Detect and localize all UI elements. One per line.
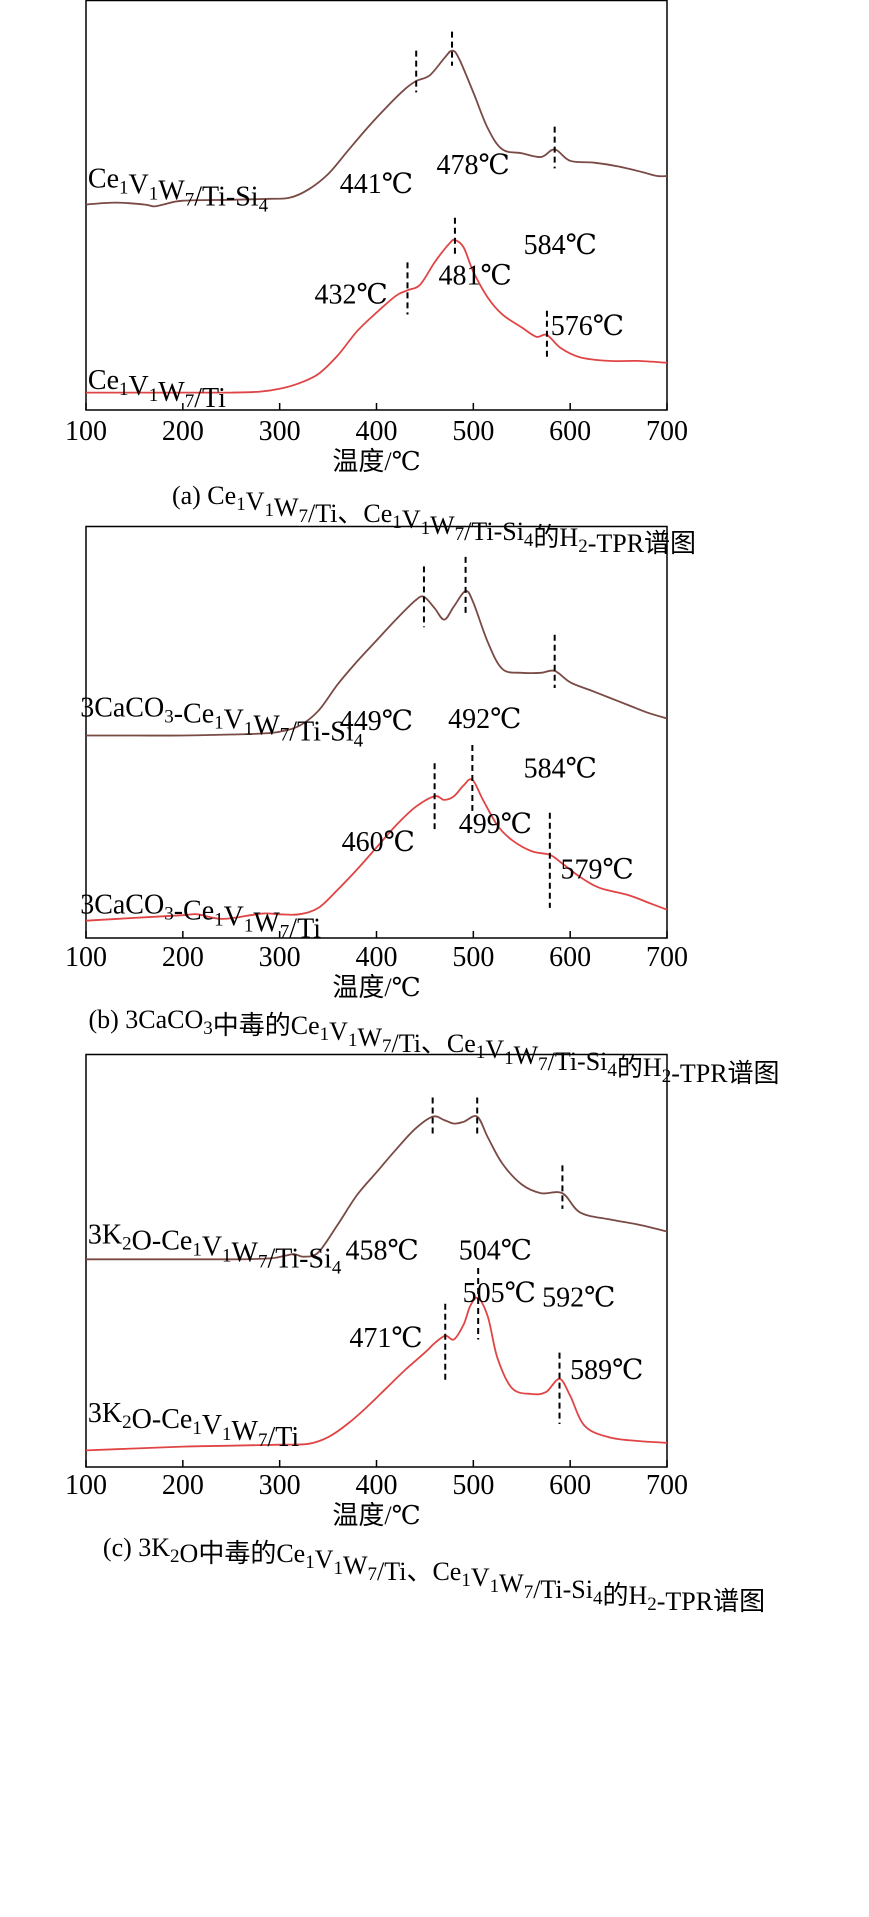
series-line-ti	[86, 238, 668, 394]
series-label: 3CaCO3-Ce1V1W7/Ti	[80, 889, 321, 944]
x-tick-label: 400	[356, 942, 398, 973]
peak-temp-label: 458℃	[346, 1235, 419, 1266]
x-tick-label: 200	[162, 416, 204, 447]
series-line-ti-si4	[86, 1115, 668, 1261]
peak-temp-label: 584℃	[524, 230, 597, 261]
series-line-ti-si4	[85, 49, 668, 208]
series-label: 3K2O-Ce1V1W7/Ti-Si4	[88, 1220, 342, 1279]
peak-temp-label: 481℃	[438, 261, 511, 292]
x-tick-label: 600	[549, 1470, 591, 1501]
panel-caption: (b) 3CaCO3中毒的Ce1V1W7/Ti、Ce1V1W7/Ti-Si4的H…	[88, 1005, 779, 1088]
series-label: Ce1V1W7/Ti-Si4	[88, 163, 269, 216]
series-line-ti-si4	[85, 590, 668, 737]
x-tick-label: 200	[162, 942, 204, 973]
x-axis-title: 温度/℃	[332, 973, 420, 1002]
chart-panel-b: 100 200 300 400 500 600 700 温度/℃ (b) 3CaCO3中毒的Ce…	[65, 525, 780, 1088]
x-tick-label: 200	[162, 1470, 204, 1501]
x-tick-label: 100	[65, 942, 107, 973]
peak-temp-label: 579℃	[560, 855, 633, 886]
x-tick-label: 400	[356, 1470, 398, 1501]
x-tick-label: 600	[549, 416, 591, 447]
x-tick-label: 500	[452, 942, 494, 973]
x-tick-label: 300	[259, 416, 301, 447]
series-label: 3CaCO3-Ce1V1W7/Ti-Si4	[80, 693, 363, 752]
x-tick-label: 700	[646, 416, 688, 447]
peak-temp-label: 449℃	[340, 706, 413, 737]
peak-temp-label: 589℃	[570, 1355, 643, 1386]
x-tick-label: 400	[356, 416, 398, 447]
chart-panel-a: 100 200 300 400 500 600 700 温度/℃ (a) Ce1V1W7/Ti、…	[65, 0, 696, 558]
x-tick-label: 100	[65, 1470, 107, 1501]
peak-temp-label: 478℃	[437, 150, 510, 181]
x-tick-label: 700	[646, 1470, 688, 1501]
peak-temp-label: 584℃	[524, 753, 597, 784]
peak-temp-label: 432℃	[315, 279, 388, 310]
peak-temp-label: 504℃	[459, 1235, 532, 1266]
x-tick-label: 700	[646, 942, 688, 973]
peak-temp-label: 471℃	[349, 1323, 422, 1354]
x-axis-title: 温度/℃	[332, 1501, 420, 1530]
x-tick-label: 300	[259, 942, 301, 973]
chart-panel-c: 100 200 300 400 500 600 700 温度/℃ (c) 3K2O中毒的Ce1V…	[65, 1053, 765, 1616]
series-line-ti	[85, 1296, 668, 1452]
peak-temp-label: 499℃	[459, 809, 532, 840]
x-tick-label: 500	[452, 1470, 494, 1501]
peak-temp-label: 592℃	[542, 1282, 615, 1313]
peak-temp-label: 441℃	[340, 169, 413, 200]
peak-temp-label: 505℃	[463, 1278, 536, 1309]
panel-caption: (c) 3K2O中毒的Ce1V1W7/Ti、Ce1V1W7/Ti-Si4的H2-…	[103, 1533, 765, 1616]
peak-temp-label: 576℃	[551, 311, 624, 342]
peak-temp-label: 460℃	[342, 827, 415, 858]
series-label: 3K2O-Ce1V1W7/Ti	[88, 1398, 299, 1453]
series-label: Ce1V1W7/Ti	[88, 365, 226, 414]
peak-temp-label: 492℃	[448, 704, 521, 735]
x-tick-label: 600	[549, 942, 591, 973]
x-tick-label: 100	[65, 416, 107, 447]
panel-caption: (a) Ce1V1W7/Ti、Ce1V1W7/Ti-Si4的H2-TPR谱图	[172, 481, 696, 558]
x-axis-title: 温度/℃	[332, 447, 420, 476]
x-tick-label: 500	[452, 416, 494, 447]
x-tick-label: 300	[259, 1470, 301, 1501]
